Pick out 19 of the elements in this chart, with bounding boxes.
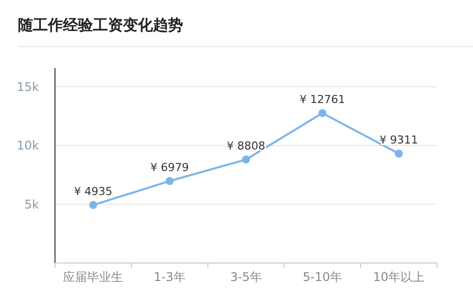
point xyxy=(318,109,326,118)
point xyxy=(166,177,174,186)
y-tick-label: 5k xyxy=(24,197,40,212)
data-label: ¥ 9311 xyxy=(380,134,418,147)
x-tick-label: 5-10年 xyxy=(302,270,342,284)
y-tick-label: 10k xyxy=(16,138,40,153)
point xyxy=(89,201,98,210)
data-label: ¥ 8808 xyxy=(226,140,266,153)
x-tick-label: 1-3年 xyxy=(154,270,186,284)
data-label: ¥ 4935 xyxy=(74,185,112,198)
x-tick-label: 应届毕业生 xyxy=(63,270,124,284)
data-label: ¥ 12761 xyxy=(300,93,346,106)
y-tick-label: 15k xyxy=(16,80,40,94)
data-label: ¥ 6979 xyxy=(150,161,189,174)
point xyxy=(242,156,250,164)
x-tick-label: 3-5年 xyxy=(230,270,262,284)
x-tick-label: 10年以上 xyxy=(373,270,424,284)
point xyxy=(394,150,403,158)
chart-title: 随工作经验工资变化趋势 xyxy=(18,16,183,34)
